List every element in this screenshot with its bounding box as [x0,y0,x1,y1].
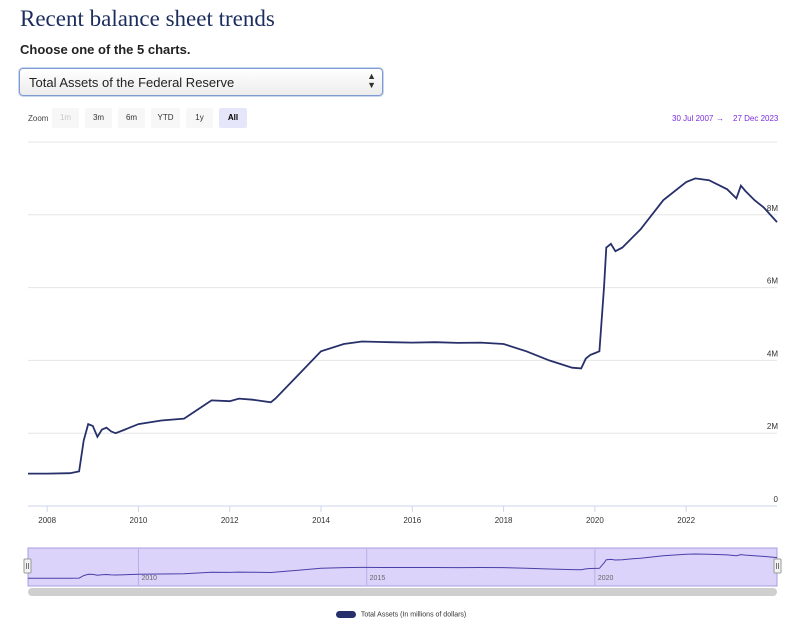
navigator-left-handle[interactable] [23,558,32,574]
y-tick-label: 6M [767,277,778,286]
zoom-1m-button[interactable]: 1m [52,108,79,128]
x-tick-label: 2018 [495,516,513,525]
zoom-3m-button[interactable]: 3m [85,108,112,128]
legend-swatch [336,611,356,618]
navigator-line [28,553,778,579]
y-tick-label: 2M [767,422,778,431]
total-assets-line [28,177,778,475]
navigator-grid: 2010 2015 2020 [137,549,614,585]
x-tick-label: 2014 [312,516,330,525]
range-arrow: → [716,114,724,123]
y-tick-label: 0 [774,495,779,504]
navigator[interactable]: 2010 2015 2020 [0,540,805,600]
x-tick-label: 2010 [130,516,148,525]
navigator-right-handle[interactable] [773,558,782,574]
navigator-scrollbar[interactable] [28,588,777,596]
legend[interactable]: Total Assets (In millions of dollars) [336,611,466,618]
dropdown-arrows-icon: ▲ ▼ [367,71,376,90]
navigator-selected-range [27,547,778,587]
x-axis-ticks: 2008 2010 2012 2014 2016 2018 2020 2022 [38,506,696,525]
navigator-tick-label: 2010 [141,575,157,582]
x-tick-label: 2022 [677,516,695,525]
x-tick-label: 2020 [586,516,604,525]
navigator-tick-label: 2015 [370,575,386,582]
range-to-date[interactable]: 27 Dec 2023 [733,114,779,123]
x-tick-label: 2012 [221,516,239,525]
chart-selector-dropdown[interactable]: Total Assets of the Federal Reserve ▲ ▼ [19,68,383,96]
zoom-label: Zoom [28,114,49,123]
page-title: Recent balance sheet trends [20,6,275,31]
chart-selector-value: Total Assets of the Federal Reserve [29,75,235,90]
chart-instruction: Choose one of the 5 charts. [20,42,191,57]
zoom-ytd-button[interactable]: YTD [151,108,180,128]
y-axis-ticks: 0 2M 4M 6M 8M [767,204,779,504]
navigator-tick-label: 2020 [598,575,614,582]
y-tick-label: 4M [767,349,778,358]
range-from-date[interactable]: 30 Jul 2007 [672,114,714,123]
legend-label: Total Assets (In millions of dollars) [360,611,467,619]
grid-lines [28,141,777,507]
zoom-1y-button[interactable]: 1y [186,108,213,128]
x-tick-label: 2016 [403,516,421,525]
zoom-all-button[interactable]: All [219,108,247,128]
zoom-6m-button[interactable]: 6m [118,108,145,128]
y-tick-label: 8M [767,204,778,213]
x-tick-label: 2008 [38,516,56,525]
